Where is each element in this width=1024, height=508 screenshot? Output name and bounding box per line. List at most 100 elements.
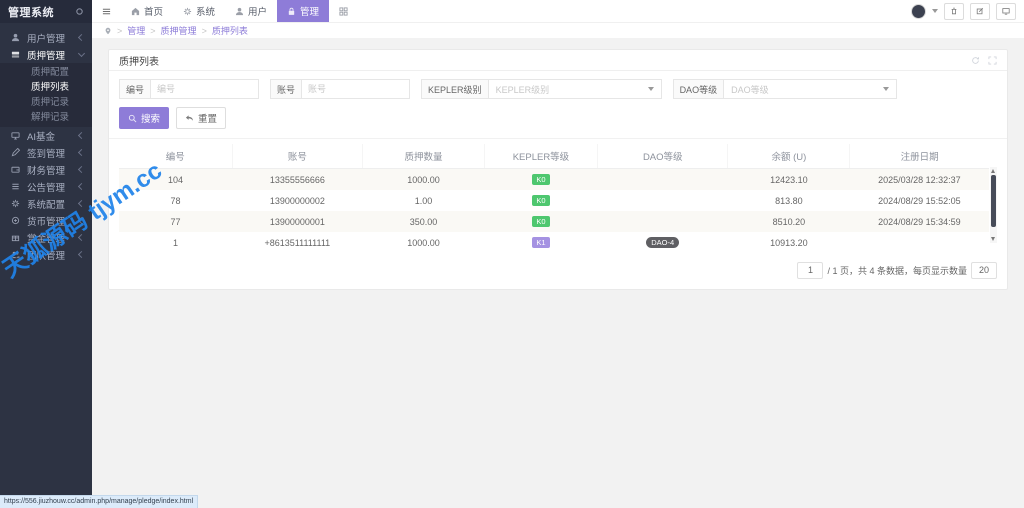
scrollbar-thumb[interactable] (991, 175, 996, 227)
kepler-badge: K1 (532, 237, 550, 248)
lock-icon (288, 7, 295, 15)
chevron-left-icon (77, 233, 86, 242)
submenu-item-pledge-list[interactable]: 质押列表 (31, 82, 70, 93)
reset-button[interactable]: 重置 (176, 107, 227, 129)
breadcrumb-pledge-manage[interactable]: 质押管理 (160, 26, 197, 36)
breadcrumb-manage[interactable]: 管理 (127, 26, 146, 36)
edit-button[interactable] (970, 2, 990, 20)
sidebar-item-currency[interactable]: 货币管理 (0, 212, 92, 229)
kepler-badge: K0 (532, 195, 550, 206)
select-placeholder: DAO等级 (731, 84, 769, 95)
refresh-icon[interactable] (971, 56, 980, 65)
user-icon (235, 7, 244, 15)
sidebar-item-system-config[interactable]: 系统配置 (0, 195, 92, 212)
sidebar-item-checkin[interactable]: 签到管理 (0, 144, 92, 161)
sidebar-item-label: 货币管理 (27, 216, 66, 228)
divider (109, 138, 1007, 139)
scroll-down-icon[interactable] (991, 237, 995, 241)
cell-account: 13900000001 (269, 216, 325, 227)
cell-dao (597, 169, 728, 191)
menu-toggle-button[interactable] (92, 0, 121, 22)
card-tools (971, 55, 997, 65)
table-row[interactable]: 78 13900000002 1.00 K0 813.80 2024/08/29… (119, 190, 989, 211)
sidebar-item-finance[interactable]: 财务管理 (0, 161, 92, 178)
submenu-item-pledge-config[interactable]: 质押配置 (31, 67, 70, 78)
cell-kepler: K1 (484, 232, 597, 253)
gear-icon (11, 199, 20, 208)
nav-label: 系统 (196, 7, 216, 18)
trash-icon (951, 7, 957, 15)
cell-balance: 10913.20 (770, 237, 808, 248)
cell-kepler: K0 (484, 190, 597, 211)
cell-amount: 1000.00 (407, 237, 440, 248)
cell-date: 2024/08/29 15:34:59 (878, 216, 961, 227)
nav-manage[interactable]: 管理 (277, 0, 330, 22)
team-icon (11, 251, 20, 259)
table-row[interactable]: 1 +8613511111111 1000.00 K1 DAO-4 10913.… (119, 232, 989, 253)
home-icon (131, 7, 140, 15)
nav-user[interactable]: 用户 (225, 0, 277, 22)
clear-cache-button[interactable] (944, 2, 964, 20)
nav-home[interactable]: 首页 (121, 0, 173, 22)
sidebar-item-label: 用户管理 (27, 33, 66, 45)
header-dao: DAO等级 (597, 144, 729, 169)
chevron-left-icon (77, 148, 86, 157)
sidebar-item-users[interactable]: 用户管理 (0, 29, 92, 46)
table-scrollbar[interactable] (990, 167, 997, 243)
sidebar-item-pledge[interactable]: 质押管理 (0, 46, 92, 63)
cell-amount: 350.00 (409, 216, 438, 227)
sidebar-item-team[interactable]: 团队管理 (0, 246, 92, 263)
card-title: 质押列表 (119, 56, 159, 68)
pledge-list-card: 质押列表 编号 账号 (108, 49, 1008, 290)
chevron-left-icon (77, 131, 86, 140)
cell-kepler: K0 (484, 211, 597, 232)
account-input[interactable] (302, 79, 411, 99)
nav-system[interactable]: 系统 (173, 0, 225, 22)
sidebar-item-label: 公告管理 (27, 182, 66, 194)
field-label: KEPLER级别 (421, 79, 489, 99)
chevron-down-icon[interactable] (932, 9, 938, 13)
status-url: https://556.jiuzhouw.cc/admin.php/manage… (0, 495, 199, 508)
table-row[interactable]: 77 13900000001 350.00 K0 8510.20 2024/08… (119, 211, 989, 232)
field-kepler-level: KEPLER级别 KEPLER级别 (421, 79, 662, 99)
breadcrumb-pledge-list[interactable]: 质押列表 (211, 26, 248, 36)
search-button[interactable]: 搜索 (119, 107, 170, 129)
avatar[interactable] (911, 3, 926, 19)
grid-icon (339, 6, 348, 16)
nav-label: 管理 (300, 7, 320, 18)
sidebar-item-announcements[interactable]: 公告管理 (0, 178, 92, 195)
scroll-up-icon[interactable] (991, 169, 995, 173)
field-label: 编号 (119, 79, 152, 99)
table-wrap: 编号 账号 质押数量 KEPLER等级 DAO等级 余额 (U) 注册日期 (119, 144, 997, 253)
select-placeholder: KEPLER级别 (495, 84, 550, 95)
nav-apps[interactable] (329, 0, 358, 22)
dao-level-select[interactable]: DAO等级 (724, 79, 898, 99)
chevron-left-icon (77, 33, 86, 42)
sidebar-item-label: 财务管理 (27, 165, 66, 177)
submenu-item-unpledge-records[interactable]: 解押记录 (31, 112, 70, 123)
header-balance: 余额 (U) (727, 144, 851, 169)
cell-id: 77 (170, 216, 181, 227)
header-account: 账号 (232, 144, 364, 169)
monitor-icon (11, 132, 20, 140)
chevron-left-icon (77, 182, 86, 191)
page-input[interactable]: 1 (797, 262, 824, 279)
cell-dao: DAO-4 (597, 232, 728, 253)
sidebar-item-bounty[interactable]: 赏金管理 (0, 229, 92, 246)
card-body: 编号 账号 KEPLER级别 KEPLER级别 (109, 71, 1007, 289)
sidebar-item-ai-fund[interactable]: AI基金 (0, 127, 92, 144)
kepler-level-select[interactable]: KEPLER级别 (488, 79, 662, 99)
per-page-input[interactable]: 20 (971, 262, 997, 279)
cell-id: 78 (170, 195, 181, 206)
table-row[interactable]: 104 13355556666 1000.00 K0 12423.10 2025… (119, 168, 989, 191)
id-input[interactable] (151, 79, 260, 99)
chevron-down-icon (883, 87, 890, 91)
lock-icon[interactable] (75, 7, 84, 16)
app-title: 管理系统 (8, 6, 54, 19)
header-date: 注册日期 (849, 144, 989, 169)
fullscreen-button[interactable] (996, 2, 1016, 20)
edit-icon (11, 148, 20, 157)
expand-icon[interactable] (988, 55, 997, 65)
submenu-item-pledge-records[interactable]: 质押记录 (31, 97, 70, 108)
pledge-submenu: 质押配置 质押列表 质押记录 解押记录 (0, 63, 92, 127)
